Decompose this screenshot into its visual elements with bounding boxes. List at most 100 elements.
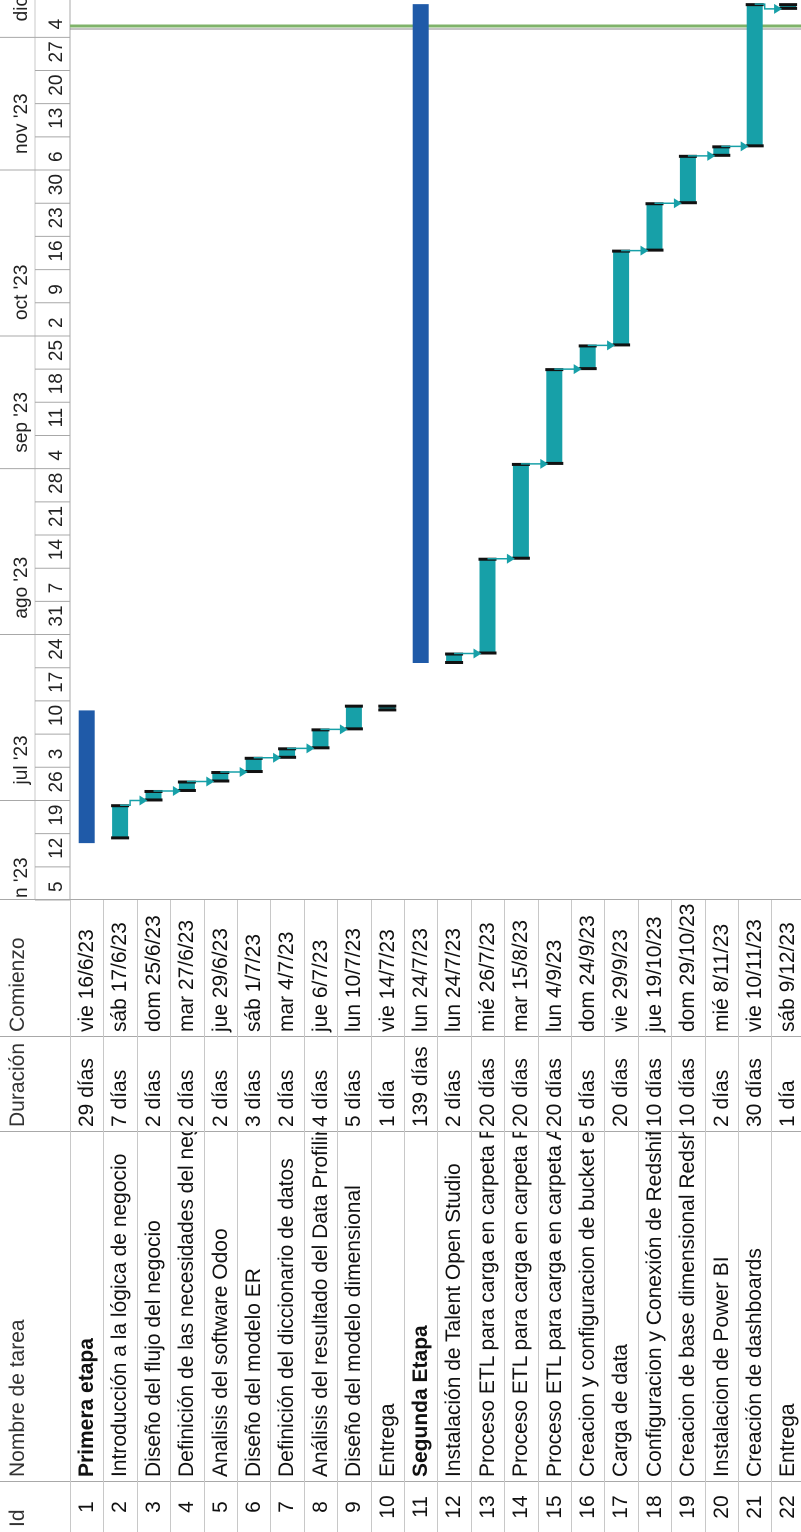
table-row-divider <box>337 900 339 1532</box>
task-start-cell: mar 27/6/23 <box>175 919 199 1032</box>
week-label: 4 <box>46 450 67 461</box>
week-label: 26 <box>46 771 67 792</box>
week-label: 4 <box>46 18 67 29</box>
table-row-divider <box>704 900 706 1532</box>
dependency-arrow <box>607 340 616 351</box>
task-id-cell: 5 <box>208 1501 232 1513</box>
task-start-cell: mié 8/11/23 <box>709 923 733 1032</box>
week-label: 20 <box>46 75 67 96</box>
task-id-cell: 16 <box>576 1495 599 1519</box>
week-label: 17 <box>46 672 67 693</box>
table-row-divider <box>303 900 305 1532</box>
task-duration-cell: 10 días <box>642 1058 666 1127</box>
task-bar-start-cap <box>144 798 163 802</box>
table-row-divider <box>237 900 238 1532</box>
dependency-arrow <box>707 150 716 161</box>
task-name-cell: Proceso ETL para carga en carpeta Access <box>542 1132 566 1477</box>
task-start-cell: jue 6/7/23 <box>308 939 332 1032</box>
task-bar-start-cap <box>211 779 230 783</box>
dependency-arrow <box>139 795 148 806</box>
summary-bar <box>412 4 429 663</box>
task-bar-end-cap <box>344 704 363 708</box>
table-row-divider <box>571 900 572 1532</box>
task-start-cell: sáb 17/6/23 <box>108 922 132 1032</box>
task-bar-start-cap <box>511 556 530 560</box>
dependency-arrow <box>273 752 282 763</box>
task-id-cell: 17 <box>609 1495 633 1519</box>
task-bar <box>112 805 129 839</box>
task-bar-start-cap <box>478 651 497 655</box>
task-duration-cell: 139 días <box>409 1046 432 1127</box>
dependency-arrow <box>573 364 582 375</box>
task-name-cell: Análisis del resultado del Data Profilin… <box>308 1132 332 1477</box>
week-label: 23 <box>46 207 67 228</box>
dependency-arrow <box>473 648 482 659</box>
task-name-cell: Configuracion y Conexión de Redshift <box>642 1132 666 1477</box>
header-start: Comienzo <box>6 937 29 1032</box>
task-bar-start-cap <box>578 367 597 371</box>
task-id-cell: 8 <box>308 1501 332 1513</box>
task-start-cell: lun 4/9/23 <box>542 939 566 1032</box>
week-label: 16 <box>46 240 67 261</box>
task-id-cell: 2 <box>108 1501 132 1513</box>
table-row-divider <box>370 900 372 1532</box>
dependency-link <box>120 799 144 806</box>
task-name-cell: Proceso ETL para carga en carpeta Raw <box>475 1132 499 1477</box>
dependency-arrow <box>339 724 348 735</box>
dependency-arrow <box>540 458 549 469</box>
task-start-cell: lun 24/7/23 <box>409 928 432 1032</box>
week-label: 2 <box>46 317 67 328</box>
week-label: 9 <box>46 284 67 295</box>
task-duration-cell: 2 días <box>175 1069 199 1127</box>
task-name-cell: Entrega <box>776 1403 800 1477</box>
table-column-divider <box>0 899 801 900</box>
task-duration-cell: 5 días <box>342 1069 366 1127</box>
task-bar-start-cap <box>378 708 397 712</box>
task-duration-cell: 5 días <box>576 1069 599 1127</box>
dependency-arrow <box>673 198 682 209</box>
task-name-cell: Creacion de base dimensional Redshift <box>676 1132 700 1477</box>
task-duration-cell: 4 días <box>308 1069 332 1127</box>
task-start-cell: jue 29/6/23 <box>208 928 232 1032</box>
table-row-divider <box>437 900 439 1532</box>
task-name-cell: Definición del diccionario de datos <box>275 1158 299 1477</box>
dependency-link <box>754 3 779 10</box>
week-label: 6 <box>46 151 67 162</box>
table-row-divider <box>771 900 773 1532</box>
task-bar <box>312 729 329 749</box>
task-name-cell: Primera etapa <box>75 1338 98 1477</box>
task-start-cell: sáb 9/12/23 <box>776 922 800 1032</box>
task-duration-cell: 10 días <box>676 1058 700 1127</box>
task-name-cell: Creación de dashboards <box>743 1248 766 1477</box>
week-label: 14 <box>46 539 67 561</box>
dependency-arrow <box>239 767 248 778</box>
week-label: 24 <box>46 638 67 660</box>
task-start-cell: dom 29/10/23 <box>676 903 700 1032</box>
task-bar <box>446 653 463 663</box>
task-id-cell: 21 <box>743 1495 766 1519</box>
task-bar-start-cap <box>645 248 664 252</box>
table-row-divider <box>103 900 105 1532</box>
table-row-divider <box>270 900 272 1532</box>
task-name-cell: Instalación de Talent Open Studio <box>442 1163 466 1477</box>
task-id-cell: 9 <box>342 1501 366 1513</box>
task-bar <box>546 369 563 464</box>
task-start-cell: sáb 1/7/23 <box>242 933 265 1032</box>
task-duration-cell: 1 día <box>776 1080 800 1127</box>
task-duration-cell: 20 días <box>542 1058 566 1127</box>
task-bar <box>345 705 362 730</box>
dependency-arrow <box>206 776 215 787</box>
task-duration-cell: 2 días <box>442 1069 466 1127</box>
task-id-cell: 19 <box>676 1495 700 1519</box>
week-label: 5 <box>46 881 67 892</box>
week-label: 13 <box>46 108 67 129</box>
task-start-cell: dom 24/9/23 <box>576 915 599 1032</box>
table-row-divider <box>738 900 739 1532</box>
week-label: 7 <box>46 583 67 594</box>
task-bar-start-cap <box>177 788 196 792</box>
dependency-arrow <box>740 141 749 152</box>
task-name-cell: Introducción a la lógica de negocio <box>108 1153 132 1477</box>
task-name-cell: Diseño del flujo del negocio <box>141 1220 165 1477</box>
week-label: 10 <box>46 705 67 726</box>
